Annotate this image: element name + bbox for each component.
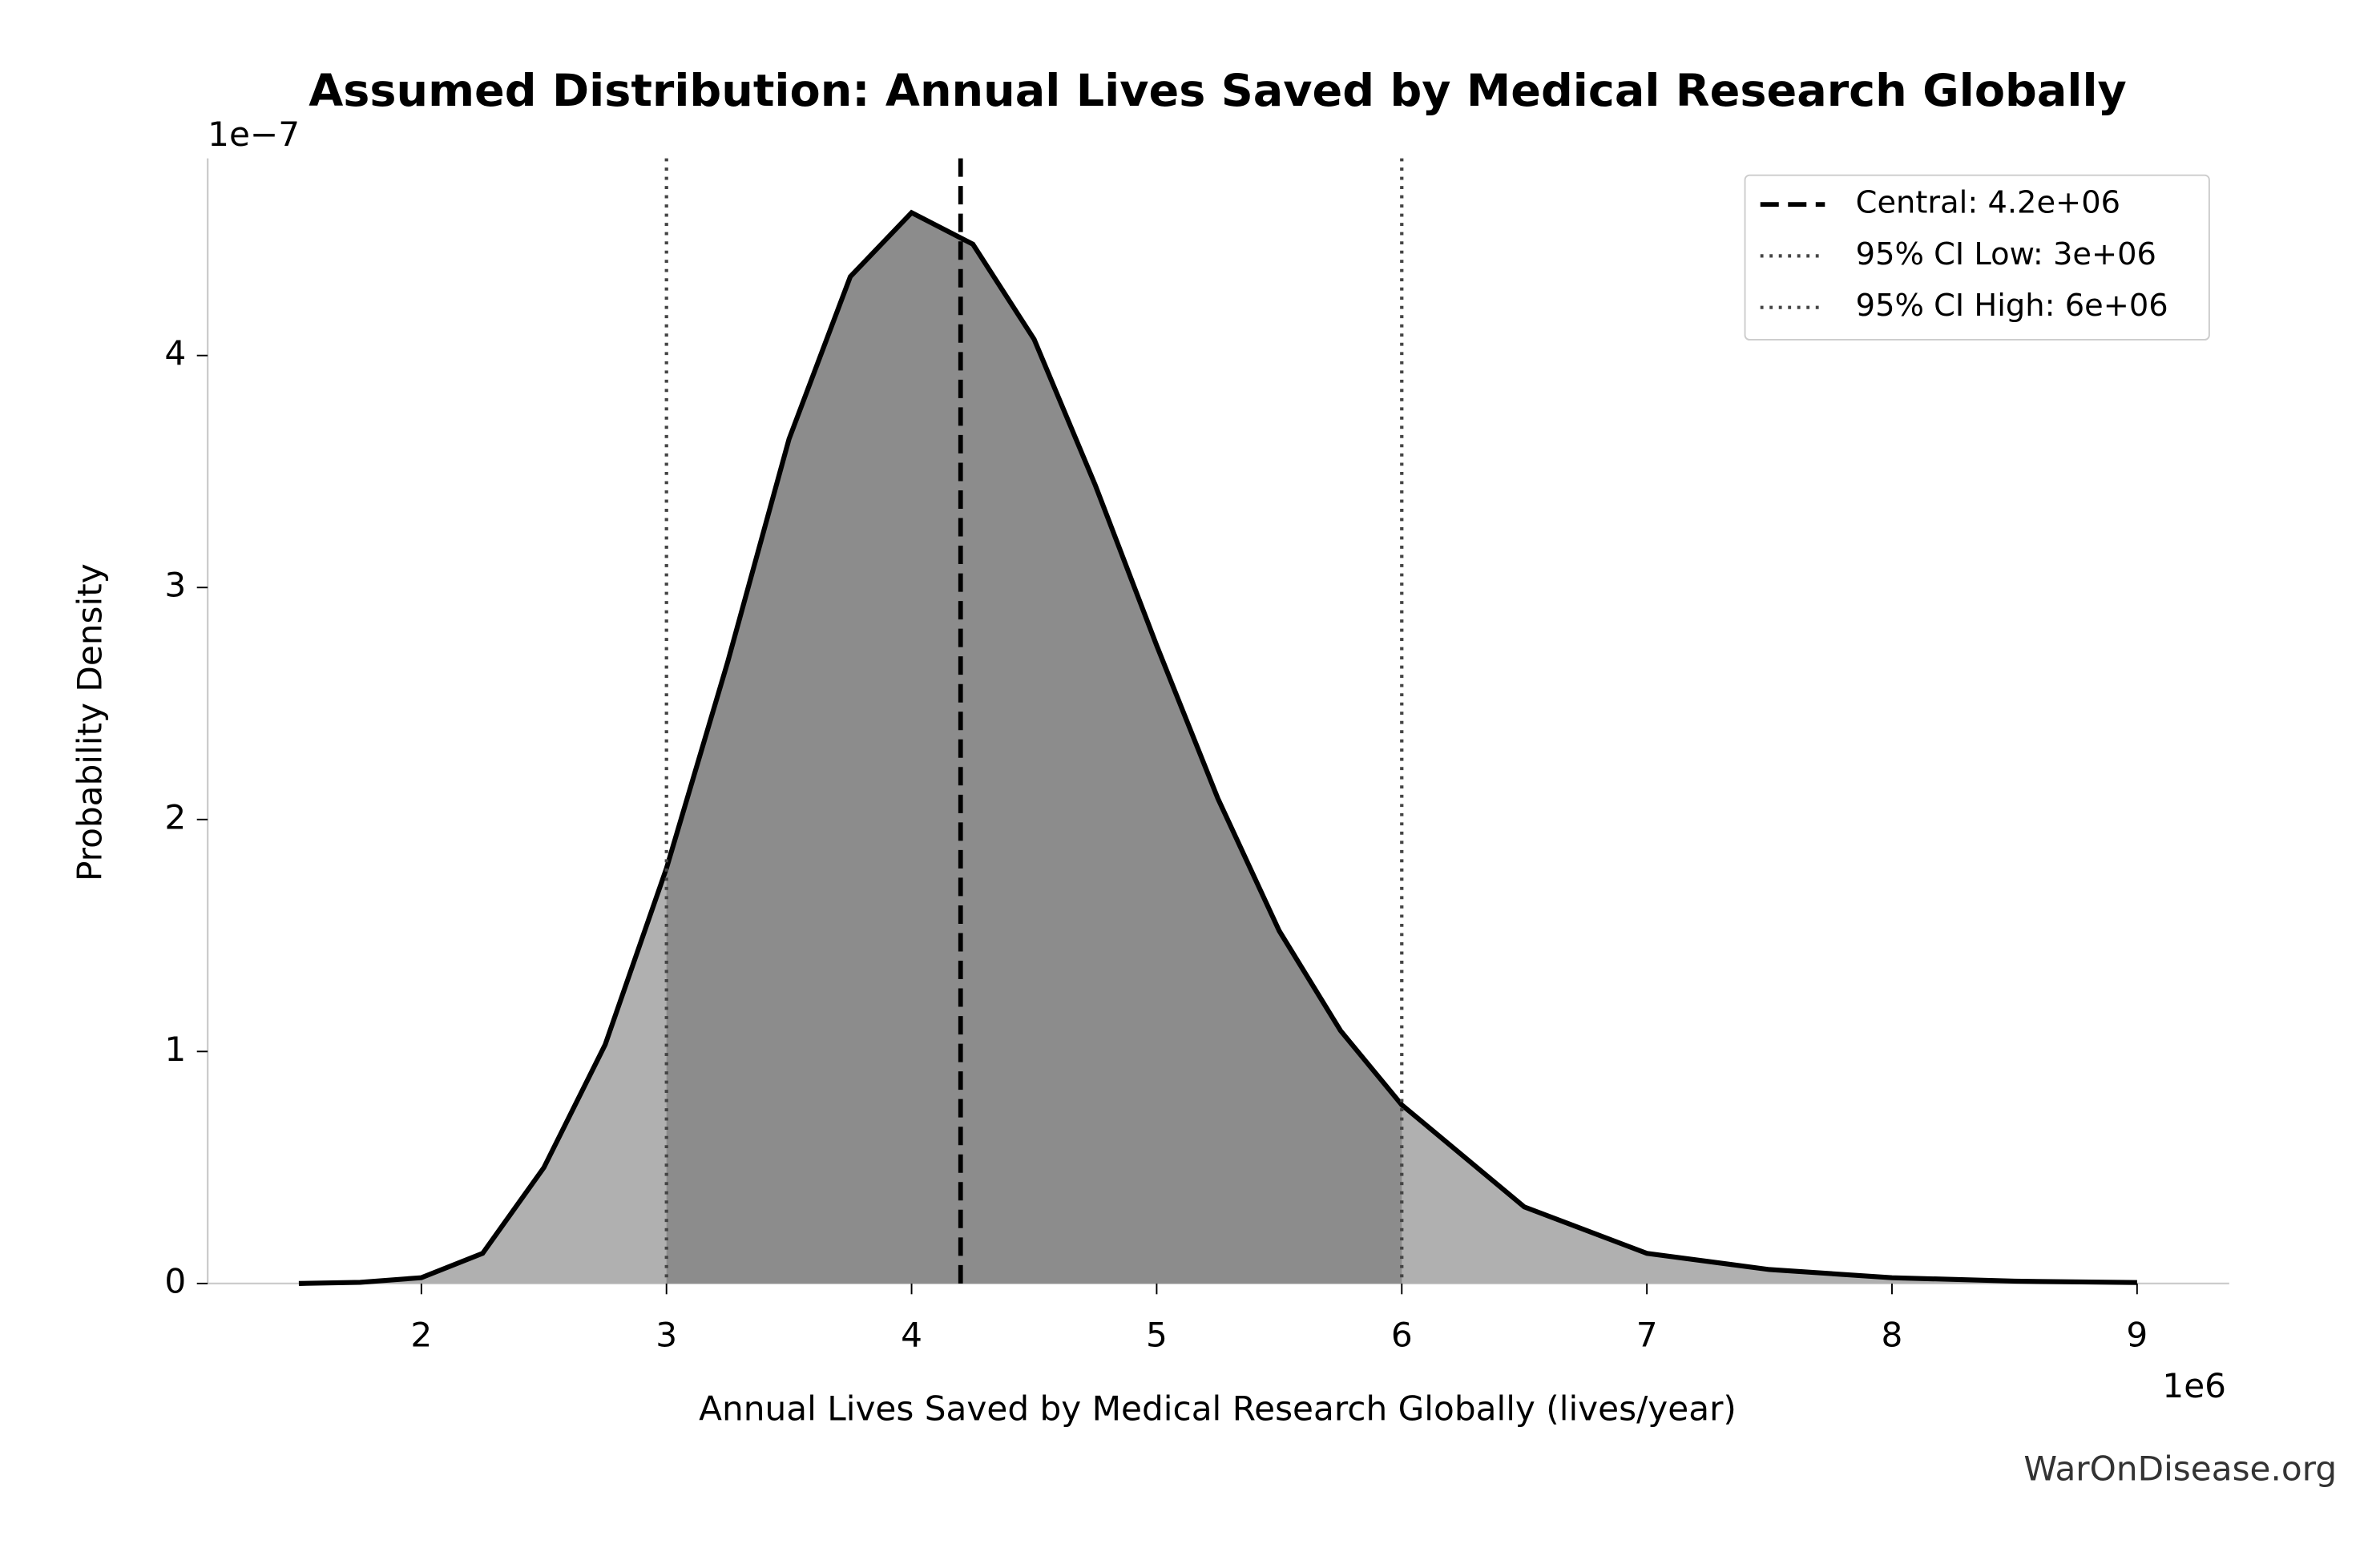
x-tick-label: 9 <box>2126 1316 2148 1355</box>
legend-box <box>1744 174 2210 341</box>
x-tick-label: 3 <box>656 1316 677 1355</box>
density-line <box>298 209 2137 1286</box>
x-tick-label: 4 <box>901 1316 922 1355</box>
y-tick-label: 2 <box>164 797 186 836</box>
x-axis-label: Annual Lives Saved by Medical Research G… <box>699 1389 1737 1429</box>
x-tick-label: 6 <box>1391 1316 1413 1355</box>
x-tick-label: 7 <box>1636 1316 1658 1355</box>
watermark: WarOnDisease.org <box>2023 1449 2337 1488</box>
y-tick-label: 1 <box>164 1030 186 1069</box>
ci-area <box>666 212 1402 1284</box>
legend-label: Central: 4.2e+06 <box>1856 185 2120 221</box>
y-tick-label: 0 <box>164 1261 186 1300</box>
x-offset-label: 1e6 <box>2162 1366 2226 1405</box>
y-offset-label: 1e−7 <box>208 115 300 154</box>
legend-label: 95% CI High: 6e+06 <box>1856 288 2168 324</box>
x-tick-label: 8 <box>1882 1316 1903 1355</box>
y-axis-label: Probability Density <box>71 563 110 881</box>
y-tick-label: 3 <box>164 566 186 605</box>
x-tick-label: 5 <box>1146 1316 1168 1355</box>
chart-title: Assumed Distribution: Annual Lives Saved… <box>309 65 2127 117</box>
x-tick-label: 2 <box>410 1316 432 1355</box>
y-tick-label: 4 <box>164 333 186 373</box>
legend-label: 95% CI Low: 3e+06 <box>1856 236 2156 272</box>
